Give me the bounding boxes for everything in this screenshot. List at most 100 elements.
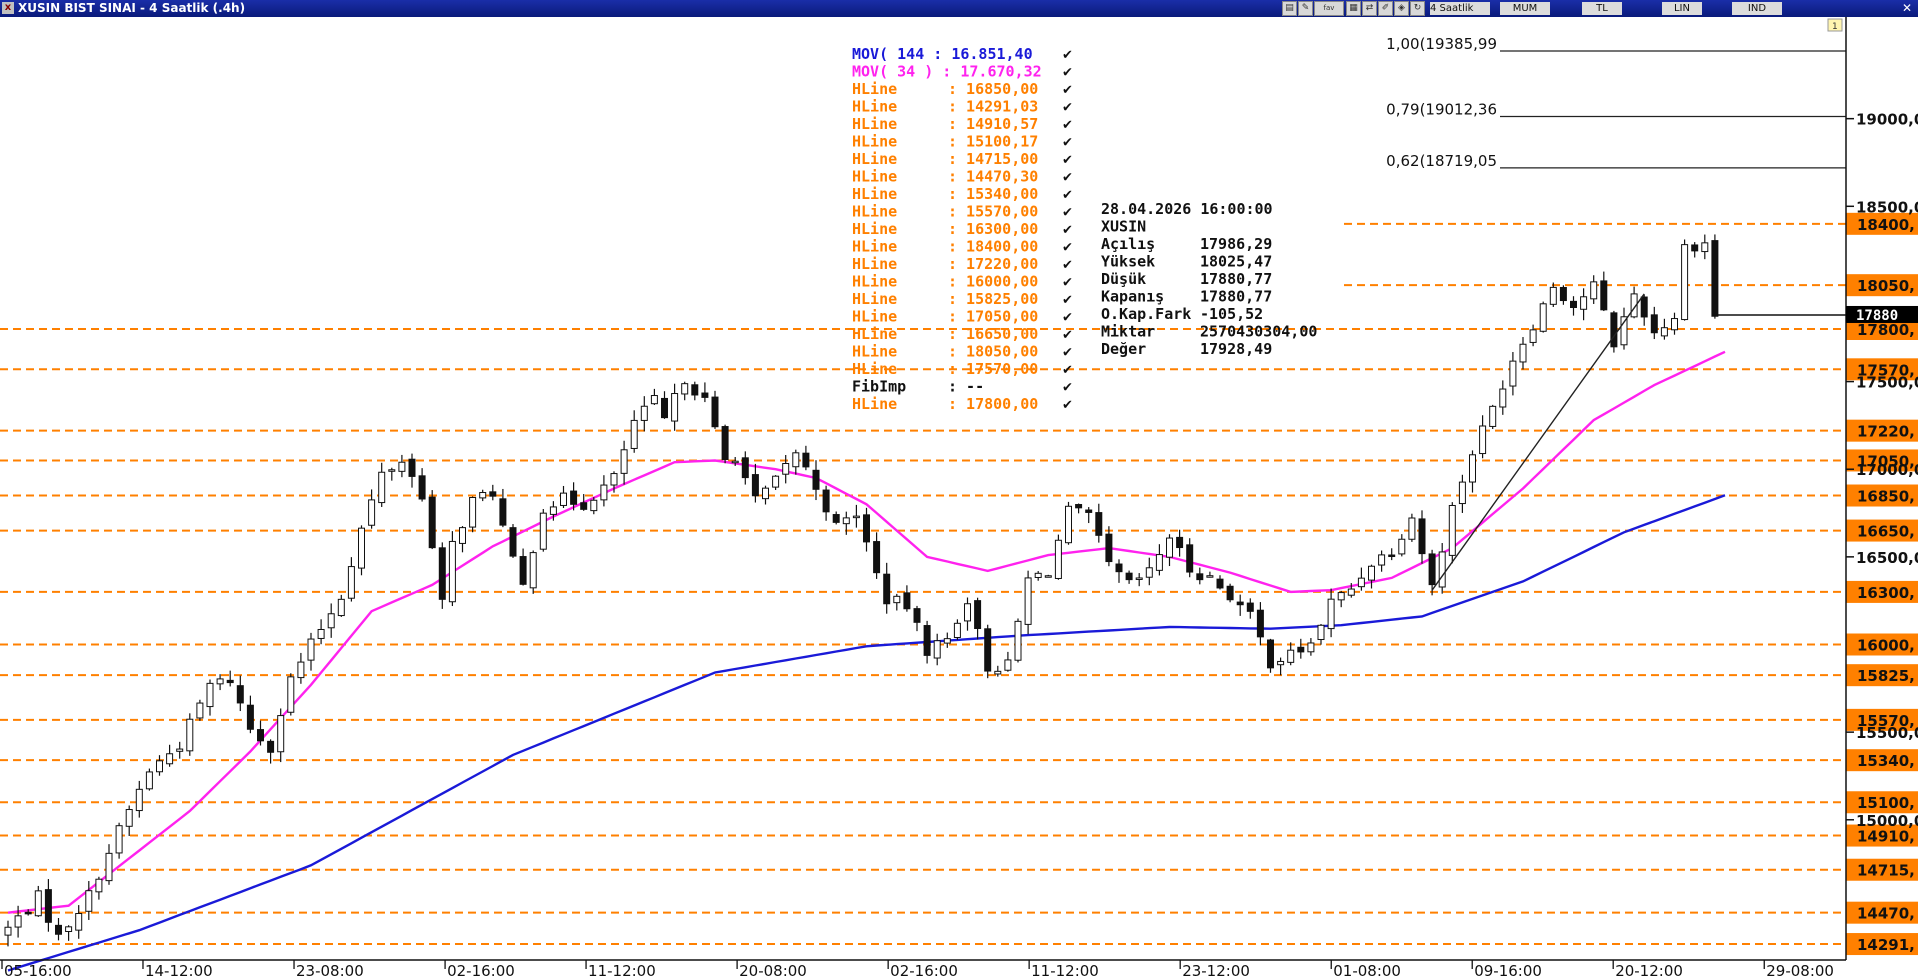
- candle-body[interactable]: [448, 540, 456, 603]
- candle-body[interactable]: [529, 552, 537, 589]
- check-icon[interactable]: ✔: [1062, 381, 1073, 396]
- candle-body[interactable]: [1660, 327, 1668, 337]
- candle-body[interactable]: [549, 506, 557, 515]
- candle-body[interactable]: [741, 457, 749, 479]
- check-icon[interactable]: ✔: [1062, 328, 1073, 343]
- candle-body[interactable]: [984, 628, 992, 672]
- candle-body[interactable]: [378, 471, 386, 504]
- candle-body[interactable]: [1479, 425, 1487, 455]
- candle-body[interactable]: [1115, 563, 1123, 573]
- candle-body[interactable]: [398, 461, 406, 472]
- candle-body[interactable]: [489, 491, 497, 497]
- candle-body[interactable]: [1701, 242, 1709, 253]
- candle-body[interactable]: [459, 527, 466, 544]
- candle-body[interactable]: [176, 748, 184, 752]
- candle-body[interactable]: [1539, 303, 1547, 332]
- check-icon[interactable]: ✔: [1062, 206, 1073, 221]
- candle-body[interactable]: [277, 715, 285, 753]
- candle-body[interactable]: [640, 405, 648, 421]
- candle-body[interactable]: [731, 460, 739, 464]
- candle-body[interactable]: [1630, 293, 1638, 318]
- candle-body[interactable]: [428, 496, 436, 549]
- mode-selector[interactable]: IND: [1732, 2, 1782, 15]
- candle-body[interactable]: [115, 825, 123, 854]
- candle-body[interactable]: [852, 515, 860, 519]
- candle-body[interactable]: [1065, 505, 1072, 544]
- candle-body[interactable]: [1034, 572, 1042, 578]
- app-icon[interactable]: x: [2, 2, 14, 14]
- check-icon[interactable]: ✔: [1062, 171, 1073, 186]
- candle-body[interactable]: [408, 458, 416, 477]
- candle-body[interactable]: [953, 622, 961, 638]
- candle-body[interactable]: [701, 392, 709, 398]
- candle-body[interactable]: [1216, 578, 1224, 589]
- candle-body[interactable]: [863, 514, 870, 543]
- candle-body[interactable]: [499, 498, 507, 526]
- candle-body[interactable]: [1267, 639, 1274, 669]
- candle-body[interactable]: [1206, 575, 1214, 578]
- candle-body[interactable]: [661, 397, 668, 419]
- check-icon[interactable]: ✔: [1062, 118, 1073, 133]
- candle-body[interactable]: [1287, 649, 1295, 663]
- candle-body[interactable]: [1428, 553, 1436, 586]
- candle-body[interactable]: [1448, 504, 1456, 556]
- grid-icon[interactable]: ▦: [1346, 1, 1361, 16]
- candle-body[interactable]: [570, 490, 578, 505]
- check-icon[interactable]: ✔: [1062, 153, 1073, 168]
- candle-body[interactable]: [1590, 281, 1598, 300]
- candle-body[interactable]: [923, 625, 931, 656]
- candle-body[interactable]: [358, 527, 365, 569]
- candle-body[interactable]: [1337, 592, 1345, 601]
- candle-body[interactable]: [1166, 537, 1173, 558]
- candle-body[interactable]: [246, 704, 254, 730]
- candle-body[interactable]: [156, 760, 163, 773]
- candle-body[interactable]: [1196, 573, 1204, 581]
- candle-body[interactable]: [135, 788, 143, 812]
- candle-body[interactable]: [1378, 554, 1386, 566]
- candle-body[interactable]: [802, 452, 810, 468]
- candle-body[interactable]: [721, 426, 729, 461]
- candle-body[interactable]: [751, 474, 759, 497]
- candle-body[interactable]: [1650, 314, 1658, 334]
- candle-body[interactable]: [1176, 536, 1184, 549]
- candle-body[interactable]: [519, 556, 527, 585]
- candle-body[interactable]: [1691, 244, 1699, 252]
- check-icon[interactable]: ✔: [1062, 188, 1073, 203]
- candle-body[interactable]: [994, 670, 1002, 675]
- candle-body[interactable]: [913, 608, 921, 623]
- check-icon[interactable]: ✔: [1062, 241, 1073, 256]
- candle-body[interactable]: [842, 517, 850, 525]
- candle-body[interactable]: [1186, 544, 1194, 573]
- candle-body[interactable]: [1075, 504, 1083, 509]
- close-icon[interactable]: ✕: [1901, 1, 1913, 15]
- candle-body[interactable]: [1357, 577, 1365, 588]
- candle-body[interactable]: [479, 492, 487, 499]
- candle-body[interactable]: [1368, 565, 1375, 581]
- refresh-icon[interactable]: ↻: [1410, 1, 1425, 16]
- candle-body[interactable]: [580, 502, 588, 510]
- candle-body[interactable]: [418, 475, 426, 500]
- candle-body[interactable]: [1135, 577, 1143, 580]
- candle-body[interactable]: [1236, 601, 1244, 606]
- check-icon[interactable]: ✔: [1062, 101, 1073, 116]
- check-icon[interactable]: ✔: [1062, 83, 1073, 98]
- candle-body[interactable]: [1004, 659, 1012, 671]
- candle-body[interactable]: [1155, 554, 1163, 571]
- candle-body[interactable]: [509, 527, 517, 557]
- candle-body[interactable]: [196, 702, 204, 719]
- candle-body[interactable]: [1418, 518, 1426, 555]
- candle-body[interactable]: [792, 452, 800, 468]
- candle-body[interactable]: [782, 463, 790, 475]
- candle-body[interactable]: [1105, 533, 1113, 563]
- candle-body[interactable]: [1570, 300, 1577, 309]
- candle-body[interactable]: [4, 926, 12, 936]
- candle-body[interactable]: [297, 661, 305, 679]
- candle-body[interactable]: [1054, 539, 1062, 579]
- candle-body[interactable]: [873, 541, 881, 574]
- candle-body[interactable]: [236, 685, 244, 704]
- candle-body[interactable]: [1489, 405, 1497, 427]
- candle-body[interactable]: [903, 592, 911, 610]
- candle-body[interactable]: [1014, 620, 1022, 661]
- candle-body[interactable]: [883, 573, 891, 605]
- candle-body[interactable]: [1085, 509, 1093, 513]
